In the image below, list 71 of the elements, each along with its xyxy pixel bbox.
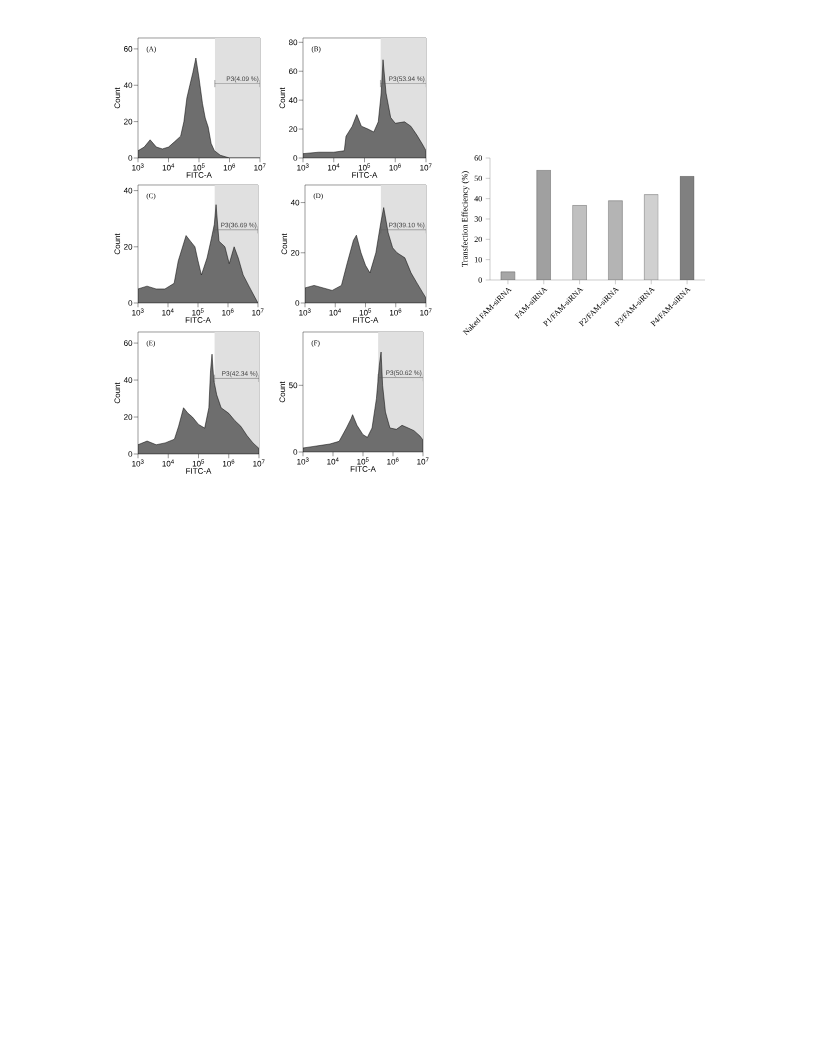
y-tick-label: 80 — [288, 39, 298, 46]
x-axis-title: FITC-A — [350, 466, 376, 472]
x-tick-label: 10$^{5}$ — [192, 308, 204, 316]
x-tick-label: 10$^{5}$ — [359, 308, 372, 316]
x-axis-title: FITC-A — [352, 172, 378, 178]
y-tick-label: 0 — [128, 300, 133, 306]
x-tick-label: 10$^{3}$ — [299, 308, 311, 316]
y-axis-title: Count — [279, 381, 286, 403]
y-tick-label: 50 — [474, 175, 482, 182]
y-tick-label: 20 — [124, 243, 133, 250]
y-tick-label: 0 — [128, 155, 133, 161]
x-tick-label: 10$^{7}$ — [254, 163, 266, 171]
y-tick-label: 40 — [123, 82, 133, 89]
y-tick-label: 40 — [474, 195, 482, 202]
y-axis-title: Transfection Effeciency (%) — [461, 171, 470, 267]
x-tick-label: 10$^{6}$ — [387, 457, 399, 465]
x-tick-label: 10$^{6}$ — [222, 459, 235, 467]
x-tick-label: 10$^{7}$ — [252, 308, 264, 316]
x-tick-label: 10$^{5}$ — [193, 163, 205, 171]
x-tick-label: 10$^{4}$ — [162, 163, 175, 171]
y-tick-label: 50 — [288, 382, 298, 389]
x-tick-label: 10$^{7}$ — [420, 163, 432, 171]
x-axis-title: FITC-A — [186, 468, 212, 474]
x-tick-label: 10$^{5}$ — [358, 163, 371, 171]
y-tick-label: 40 — [290, 199, 300, 206]
x-tick-label: 10$^{6}$ — [390, 308, 402, 316]
x-tick-label: 10$^{7}$ — [253, 459, 265, 467]
x-axis-title: FITC-A — [353, 317, 379, 323]
y-tick-label: 0 — [478, 277, 482, 283]
y-tick-label: 20 — [474, 236, 482, 243]
x-tick-label: 10$^{3}$ — [132, 163, 144, 171]
y-tick-label: 60 — [124, 46, 133, 52]
y-tick-label: 60 — [124, 340, 133, 346]
y-axis-title: Count — [279, 87, 286, 109]
x-tick-label: 10$^{3}$ — [297, 163, 309, 171]
x-tick-label: 10$^{3}$ — [132, 308, 144, 316]
x-tick-label: 10$^{7}$ — [420, 308, 432, 316]
y-tick-label: 30 — [474, 216, 482, 222]
x-tick-label: 10$^{3}$ — [132, 459, 144, 467]
x-tick-label: 10$^{4}$ — [162, 459, 174, 467]
y-axis-title: Count — [114, 233, 121, 255]
y-axis-title: Count — [281, 233, 288, 255]
y-tick-label: 20 — [124, 118, 133, 125]
y-tick-label: 0 — [295, 300, 300, 306]
y-tick-label: 40 — [123, 377, 133, 383]
x-tick-label: 10$^{4}$ — [327, 457, 339, 465]
y-axis-title: Count — [114, 87, 121, 109]
x-tick-label: 10$^{5}$ — [357, 457, 369, 465]
y-tick-label: 20 — [124, 414, 133, 420]
y-tick-label: 40 — [288, 97, 298, 103]
y-tick-label: 20 — [291, 249, 300, 256]
x-axis-title: FITC-A — [186, 172, 212, 178]
x-tick-label: 10$^{3}$ — [297, 457, 309, 465]
x-axis-title: FITC-A — [185, 317, 211, 323]
x-tick-label: 10$^{4}$ — [162, 308, 174, 316]
y-tick-label: 60 — [289, 68, 298, 75]
y-tick-label: 0 — [293, 449, 298, 455]
y-axis-title: Count — [114, 382, 121, 404]
y-tick-label: 0 — [293, 155, 298, 161]
y-tick-label: 10 — [474, 256, 482, 263]
y-tick-label: 0 — [128, 451, 133, 457]
y-tick-label: 60 — [474, 155, 482, 161]
x-tick-label: 10$^{7}$ — [417, 457, 429, 465]
y-tick-label: 20 — [289, 126, 298, 132]
x-tick-label: 10$^{5}$ — [192, 459, 205, 467]
y-tick-label: 40 — [123, 187, 133, 194]
x-tick-label: 10$^{4}$ — [328, 163, 340, 171]
x-tick-label: 10$^{6}$ — [223, 163, 236, 171]
x-tick-label: 10$^{4}$ — [329, 308, 341, 316]
x-tick-label: 10$^{6}$ — [389, 163, 401, 171]
x-tick-label: 10$^{6}$ — [222, 308, 234, 316]
